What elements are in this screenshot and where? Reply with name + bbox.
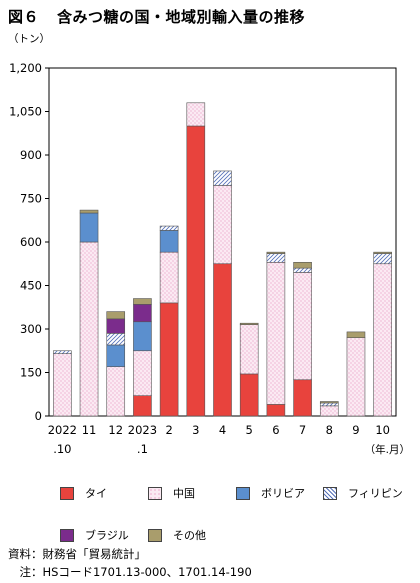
bar-segment	[79, 212, 99, 243]
x-tick-label: 8	[326, 423, 333, 437]
y-axis-label: （トン）	[8, 33, 50, 45]
title-text: 含みつ糖の国・地域別輸入量の推移	[57, 8, 306, 26]
x-tick-label: 2	[165, 423, 172, 437]
x-tick-label: 3	[192, 423, 199, 437]
x-axis-label: （年.月）	[365, 443, 410, 456]
chart-title: 図６ 含みつ糖の国・地域別輸入量の推移	[8, 6, 305, 27]
x-tick-label: 5	[246, 423, 253, 437]
x-tick-label: 4	[219, 423, 226, 437]
legend-label: その他	[173, 529, 206, 542]
bar-segment	[293, 379, 312, 417]
bar-segment	[293, 261, 312, 269]
x-tick-label: 2023	[128, 423, 157, 437]
bar-segment	[106, 366, 126, 417]
y-tick-label: 450	[20, 279, 42, 293]
y-tick-label: 750	[20, 192, 42, 206]
y-tick-label: 300	[20, 322, 42, 336]
legend-swatch	[60, 529, 74, 542]
bar-segment	[266, 404, 286, 417]
bar-segment	[133, 395, 152, 417]
x-tick-label: 6	[272, 423, 279, 437]
x-tick-label: 9	[352, 423, 359, 437]
bar-segment	[373, 251, 392, 254]
bar-segment	[159, 251, 179, 304]
legend-swatch	[148, 529, 162, 542]
bar-segment	[213, 263, 232, 417]
x-tick-label: 2022	[48, 423, 77, 437]
x-tick-label: 7	[299, 423, 306, 437]
x-tick-sublabel: .1	[137, 442, 148, 456]
bar-segment	[159, 302, 179, 417]
legend-label: 中国	[173, 487, 195, 500]
bar-segment	[133, 350, 152, 397]
bar-segment	[373, 253, 392, 265]
legend-label: ブラジル	[85, 529, 129, 542]
bar-segment	[159, 230, 179, 253]
legend-swatch	[60, 487, 74, 500]
bar-segment	[266, 261, 286, 405]
bar-segment	[319, 402, 339, 407]
bar-segment	[293, 272, 312, 381]
y-tick-label: 1,200	[9, 61, 42, 75]
y-tick-label: 0	[35, 409, 42, 423]
figure-number: 図６	[8, 8, 40, 26]
bar-segment	[373, 263, 392, 417]
x-tick-sublabel: .10	[53, 442, 71, 456]
y-tick-label: 600	[20, 235, 42, 249]
bar-segment	[266, 253, 286, 263]
bar-segment	[239, 373, 259, 417]
bar-segment	[346, 337, 366, 417]
bar-segment	[239, 324, 259, 375]
legend-swatch	[148, 487, 162, 500]
source-note: 資料：財務省「貿易統計」	[8, 547, 146, 561]
bar-segment	[79, 209, 99, 214]
bar-segment	[106, 311, 126, 320]
y-tick-label: 900	[20, 148, 42, 162]
bar-segment	[293, 267, 312, 273]
bar-segment	[53, 353, 72, 417]
bar-segment	[133, 298, 152, 305]
legend-swatch	[236, 487, 250, 500]
bar-segment	[106, 333, 126, 346]
bar-segment	[133, 304, 152, 323]
y-tick-label: 1,050	[9, 105, 42, 119]
x-tick-label: 10	[375, 423, 390, 437]
bar-segment	[186, 102, 206, 127]
y-tick-label: 150	[20, 366, 42, 380]
bar-segment	[266, 251, 286, 254]
x-tick-label: 12	[108, 423, 123, 437]
bar-segment	[213, 185, 232, 265]
bar-segment	[319, 405, 339, 417]
x-tick-label: 11	[82, 423, 97, 437]
legend-label: ボリビア	[261, 487, 305, 500]
bar-segment	[106, 318, 126, 334]
bar-segment	[159, 225, 179, 231]
bar-segment	[53, 350, 72, 354]
bar-segment	[319, 401, 339, 404]
legend-label: タイ	[85, 487, 107, 500]
bar-segment	[186, 125, 206, 417]
bar-segment	[79, 241, 99, 417]
hs-code-note: 注：HSコード1701.13-000、1701.14-190	[8, 565, 252, 579]
bar-segment	[106, 344, 126, 368]
bar-segment	[133, 321, 152, 352]
bar-segment	[213, 170, 232, 186]
bar-segment	[239, 322, 259, 325]
bar-segment	[346, 331, 366, 338]
legend-label: フィリピン	[348, 487, 403, 500]
legend-swatch	[323, 487, 337, 500]
